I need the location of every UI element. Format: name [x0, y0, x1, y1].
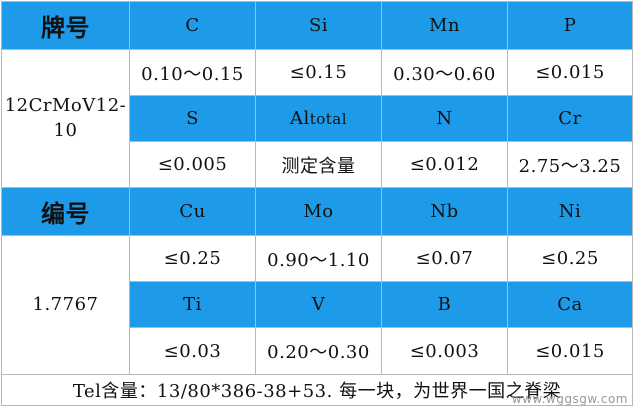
element-al-symbol: Al — [289, 108, 310, 129]
value-n: ≤0.012 — [381, 141, 508, 188]
value-row-2: ≤0.005 测定含量 ≤0.012 2.75～3.25 — [2, 141, 633, 188]
footer-row: Tel含量：13/80*386-38+53. 每一块，为世界一国之脊梁 — [1, 374, 633, 406]
value-mn: 0.30～0.60 — [381, 49, 508, 96]
watermark: www.wggsgw.com — [511, 392, 628, 406]
value-al-total: 测定含量 — [255, 141, 382, 188]
grade-header: 牌号 — [1, 1, 130, 50]
value-s: ≤0.005 — [129, 141, 256, 188]
value-si: ≤0.15 — [255, 49, 382, 96]
footer-note: Tel含量：13/80*386-38+53. 每一块，为世界一国之脊梁 — [1, 374, 633, 406]
grade-name: 12CrMoV12-10 — [1, 49, 130, 188]
element-ca: Ca — [507, 281, 633, 328]
element-row-2: S Altotal N Cr — [2, 95, 633, 142]
element-ti: Ti — [129, 281, 256, 328]
number-header: 编号 — [1, 187, 130, 236]
element-v: V — [255, 281, 382, 328]
value-c: 0.10～0.15 — [129, 49, 256, 96]
value-b: ≤0.003 — [381, 327, 508, 375]
value-nb: ≤0.07 — [381, 235, 508, 282]
value-ti: ≤0.03 — [129, 327, 256, 375]
element-p: P — [507, 1, 633, 50]
value-cu: ≤0.25 — [129, 235, 256, 282]
element-s: S — [129, 95, 256, 142]
element-row-4: Ti V B Ca — [2, 281, 633, 328]
element-si: Si — [255, 1, 382, 50]
element-al-total: Altotal — [255, 95, 382, 142]
value-cr: 2.75～3.25 — [507, 141, 633, 188]
element-al-subscript: total — [309, 110, 348, 128]
element-ni: Ni — [507, 187, 633, 236]
value-mo: 0.90～1.10 — [255, 235, 382, 282]
element-cu: Cu — [129, 187, 256, 236]
header-row-2: 编号 Cu Mo Nb Ni — [1, 187, 633, 236]
value-ni: ≤0.25 — [507, 235, 633, 282]
header-row-1: 牌号 C Si Mn P — [1, 1, 633, 50]
value-v: 0.20～0.30 — [255, 327, 382, 375]
element-nb: Nb — [381, 187, 508, 236]
element-cr: Cr — [507, 95, 633, 142]
value-ca: ≤0.015 — [507, 327, 633, 375]
element-mo: Mo — [255, 187, 382, 236]
element-b: B — [381, 281, 508, 328]
material-number: 1.7767 — [1, 235, 130, 375]
element-n: N — [381, 95, 508, 142]
value-row-1: 12CrMoV12-10 0.10～0.15 ≤0.15 0.30～0.60 ≤… — [1, 49, 633, 188]
value-row-3: 1.7767 ≤0.25 0.90～1.10 ≤0.07 ≤0.25 — [1, 235, 633, 375]
value-row-4: ≤0.03 0.20～0.30 ≤0.003 ≤0.015 — [2, 327, 633, 375]
element-mn: Mn — [381, 1, 508, 50]
element-c: C — [129, 1, 256, 50]
value-p: ≤0.015 — [507, 49, 633, 96]
